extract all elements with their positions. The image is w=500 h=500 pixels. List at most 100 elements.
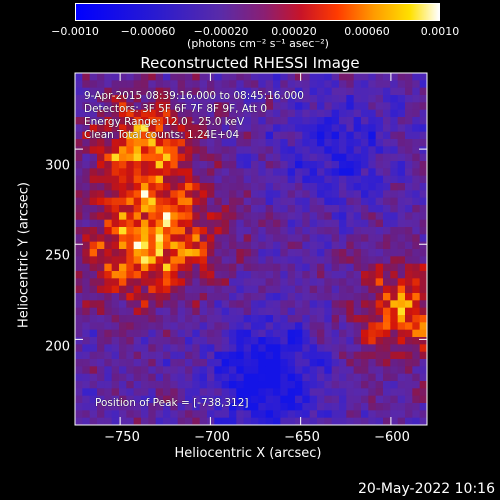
- heatmap-cell: [119, 168, 127, 177]
- heatmap-cell: [199, 139, 208, 147]
- heatmap-cell: [192, 175, 201, 184]
- heatmap-cell: [251, 344, 259, 353]
- heatmap-cell: [331, 329, 340, 338]
- heatmap-cell: [324, 168, 333, 177]
- heatmap-cell: [126, 190, 135, 199]
- heatmap-cell: [309, 95, 318, 103]
- heatmap-cell: [82, 307, 91, 316]
- heatmap-cell: [170, 388, 179, 397]
- heatmap-cell: [185, 351, 193, 360]
- heatmap-cell: [419, 161, 427, 169]
- heatmap-cell: [236, 410, 245, 419]
- heatmap-cell: [82, 161, 91, 169]
- heatmap-cell: [346, 403, 355, 411]
- heatmap-cell: [346, 278, 355, 287]
- heatmap-cell: [331, 124, 340, 133]
- heatmap-cell: [177, 175, 186, 184]
- heatmap-cell: [119, 395, 127, 404]
- heatmap-cell: [170, 109, 179, 118]
- heatmap-cell: [302, 388, 311, 397]
- heatmap-cell: [273, 73, 281, 81]
- heatmap-cell: [89, 278, 98, 287]
- heatmap-cell: [243, 80, 252, 89]
- heatmap-cell: [119, 278, 127, 287]
- heatmap-cell: [243, 183, 252, 191]
- heatmap-cell: [111, 359, 120, 367]
- heatmap-cell: [324, 307, 333, 316]
- heatmap-cell: [324, 183, 333, 191]
- heatmap-cell: [273, 205, 281, 213]
- heatmap-cell: [361, 73, 369, 81]
- heatmap-cell: [258, 417, 267, 425]
- heatmap-cell: [397, 109, 406, 118]
- heatmap-cell: [82, 403, 91, 411]
- heatmap-cell: [280, 197, 289, 206]
- heatmap-cell: [119, 337, 127, 345]
- heatmap-cell: [258, 410, 267, 419]
- heatmap-cell: [361, 227, 369, 235]
- heatmap-cell: [75, 263, 83, 272]
- heatmap-cell: [82, 315, 91, 323]
- heatmap-cell: [111, 146, 120, 155]
- heatmap-cell: [251, 373, 259, 382]
- heatmap-cell: [170, 161, 179, 169]
- heatmap-cell: [229, 95, 237, 103]
- heatmap-cell: [251, 359, 259, 367]
- heatmap-cell: [133, 329, 142, 338]
- heatmap-cell: [207, 417, 215, 425]
- heatmap-cell: [163, 410, 171, 419]
- heatmap-cell: [368, 278, 377, 287]
- heatmap-cell: [111, 175, 120, 184]
- heatmap-cell: [353, 351, 362, 360]
- heatmap-cell: [89, 307, 98, 316]
- heatmap-cell: [258, 109, 267, 118]
- heatmap-cell: [375, 161, 384, 169]
- heatmap-cell: [207, 388, 215, 397]
- heatmap-cell: [75, 249, 83, 257]
- heatmap-cell: [273, 359, 281, 367]
- heatmap-cell: [236, 395, 245, 404]
- heatmap-cell: [397, 403, 406, 411]
- heatmap-cell: [126, 329, 135, 338]
- heatmap-cell: [170, 410, 179, 419]
- heatmap-cell: [339, 410, 347, 419]
- heatmap-cell: [243, 315, 252, 323]
- heatmap-cell: [141, 175, 149, 184]
- heatmap-cell: [390, 381, 399, 389]
- heatmap-cell: [177, 80, 186, 89]
- heatmap-cell: [126, 359, 135, 367]
- heatmap-cell: [236, 241, 245, 250]
- heatmap-cell: [353, 227, 362, 235]
- heatmap-cell: [221, 234, 230, 243]
- heatmap-cell: [236, 168, 245, 177]
- heatmap-cell: [221, 249, 230, 257]
- heatmap-cell: [390, 410, 399, 419]
- heatmap-cell: [412, 197, 421, 206]
- heatmap-cell: [251, 263, 259, 272]
- heatmap-cell: [295, 337, 303, 345]
- heatmap-cell: [280, 139, 289, 147]
- heatmap-cell: [236, 359, 245, 367]
- heatmap-cell: [280, 73, 289, 81]
- heatmap-cell: [390, 146, 399, 155]
- heatmap-cell: [141, 124, 149, 133]
- heatmap-cell: [346, 146, 355, 155]
- heatmap-cell: [361, 117, 369, 125]
- heatmap-cell: [89, 329, 98, 338]
- heatmap-cell: [258, 212, 267, 221]
- heatmap-cell: [97, 307, 105, 316]
- heatmap-cell: [141, 395, 149, 404]
- heatmap-cell: [324, 256, 333, 265]
- heatmap-cell: [104, 395, 113, 404]
- heatmap-cell: [295, 205, 303, 213]
- heatmap-cell: [126, 263, 135, 272]
- heatmap-cell: [302, 351, 311, 360]
- heatmap-cell: [317, 87, 325, 96]
- heatmap-cell: [141, 359, 149, 367]
- heatmap-cell: [361, 300, 369, 309]
- heatmap-cell: [280, 278, 289, 287]
- heatmap-cell: [280, 337, 289, 345]
- heatmap-cell: [177, 249, 186, 257]
- heatmap-cell: [229, 351, 237, 360]
- heatmap-cell: [119, 410, 127, 419]
